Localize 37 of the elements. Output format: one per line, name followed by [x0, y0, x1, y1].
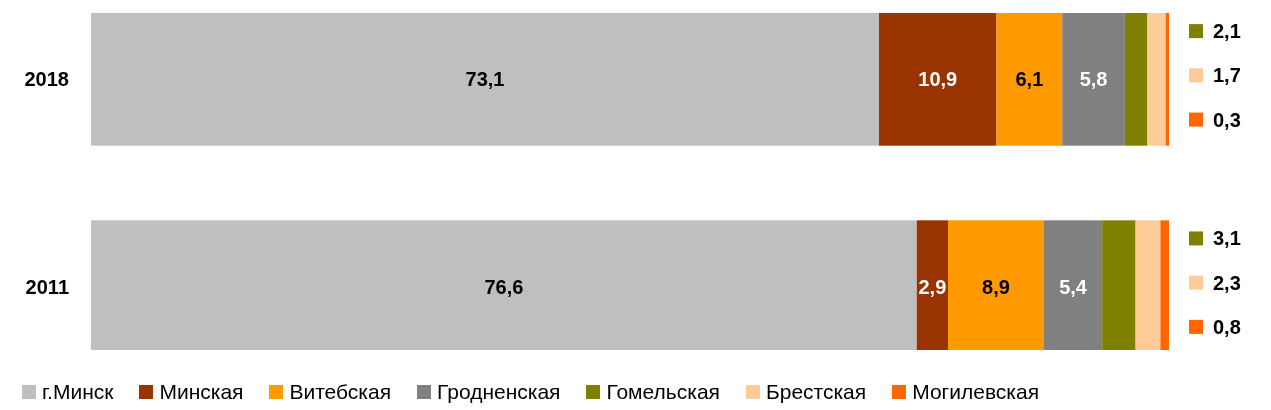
- bar: [916, 220, 949, 350]
- data-label: 0,8: [1213, 315, 1241, 338]
- legend-label: Минская: [159, 380, 244, 404]
- legend-label: г.Минск: [42, 380, 114, 404]
- data-label: 1,7: [1213, 64, 1241, 87]
- data-label: 73,1: [465, 68, 505, 91]
- bar: [1165, 13, 1169, 146]
- data-label: 5,8: [1079, 68, 1108, 91]
- bar: [91, 13, 880, 146]
- bar: [1160, 220, 1169, 350]
- bar: [1135, 220, 1161, 350]
- data-label: 10,9: [918, 68, 958, 91]
- legend-label: Витебская: [289, 380, 392, 404]
- bar: [996, 13, 1063, 146]
- bar: [1147, 13, 1166, 146]
- legend-label: Гомельская: [606, 380, 720, 404]
- bar: [91, 220, 917, 350]
- bar: [1124, 13, 1148, 146]
- bar: [1062, 13, 1125, 146]
- bar: [948, 220, 1044, 350]
- data-label: 0,3: [1213, 108, 1241, 131]
- legend-label: Брестская: [765, 380, 867, 404]
- data-label: 8,9: [982, 275, 1010, 298]
- data-label: 2,3: [1213, 271, 1241, 294]
- data-label: 2,1: [1213, 20, 1241, 43]
- data-label: 76,6: [484, 275, 524, 298]
- y-tick-label: 2011: [25, 275, 69, 298]
- data-label: 5,4: [1059, 275, 1088, 298]
- data-label: 6,1: [1015, 68, 1044, 91]
- bar: [1043, 220, 1103, 350]
- legend-label: Гродненская: [437, 380, 561, 404]
- y-tick-label: 2018: [24, 68, 69, 91]
- bar: [1102, 220, 1136, 350]
- data-label: 2,9: [918, 275, 947, 298]
- legend-label: Могилевская: [912, 380, 1040, 404]
- bar: [879, 13, 997, 146]
- data-label: 3,1: [1213, 227, 1241, 250]
